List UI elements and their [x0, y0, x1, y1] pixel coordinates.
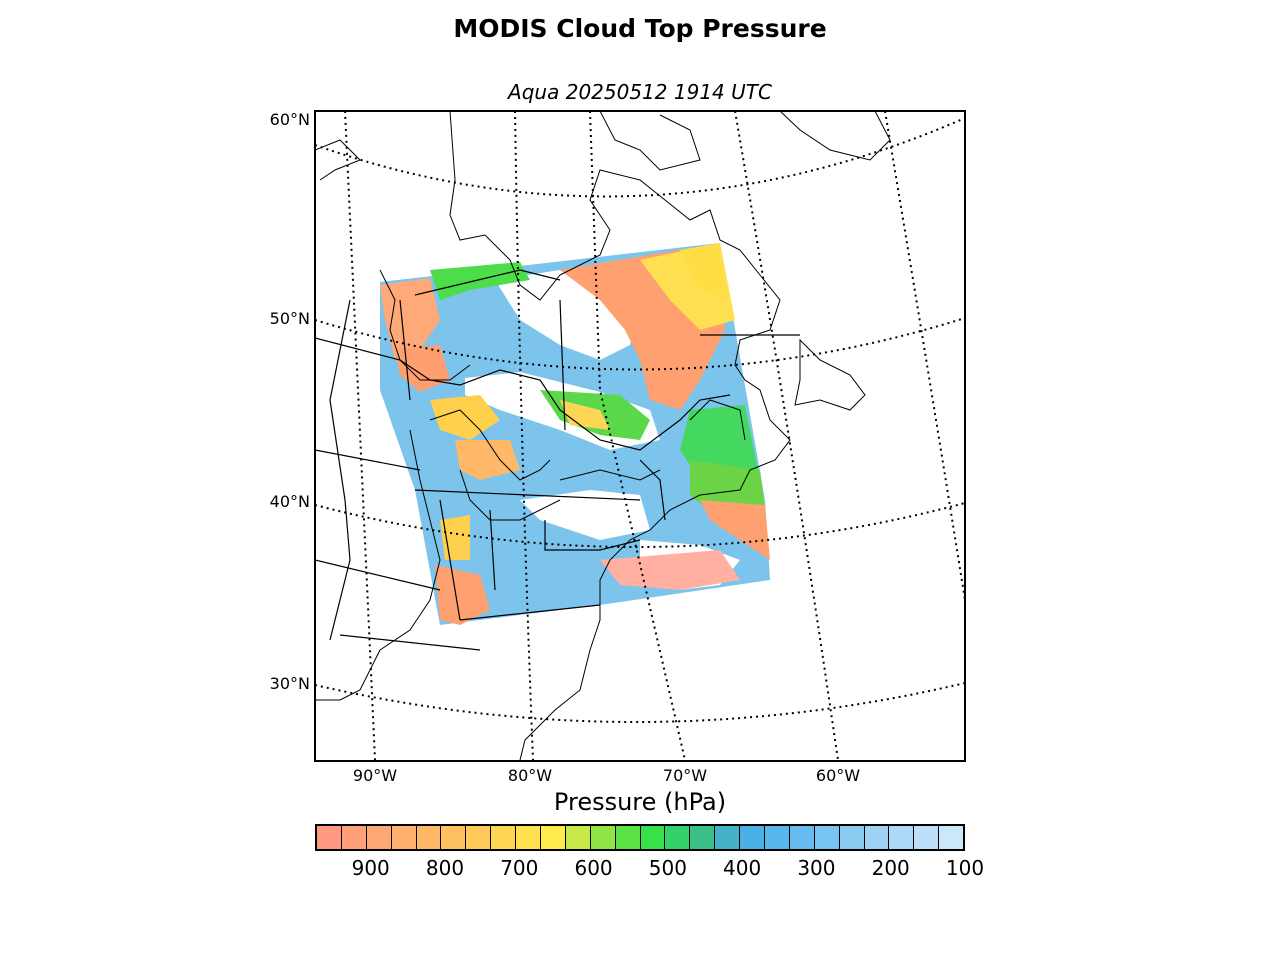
colorbar-segment	[491, 826, 517, 849]
chart-title: MODIS Cloud Top Pressure	[453, 14, 827, 43]
chart-subtitle: Aqua 20250512 1914 UTC	[508, 80, 772, 104]
colorbar-segment	[765, 826, 790, 849]
lon-label-80w: 80°W	[507, 766, 553, 785]
lat-label-50: 50°N	[269, 309, 310, 328]
cloud-pressure-swath	[380, 243, 770, 625]
colorbar-segment	[317, 826, 342, 849]
colorbar-segment	[416, 826, 442, 849]
colorbar-segment	[914, 826, 940, 849]
colorbar-segment	[864, 826, 890, 849]
colorbar-segment	[541, 826, 566, 849]
colorbar-segment	[740, 826, 766, 849]
colorbar-segment	[441, 826, 467, 849]
colorbar-tick-label: 700	[500, 856, 539, 880]
lat-label-60: 60°N	[269, 110, 310, 129]
colorbar-segment	[640, 826, 666, 849]
colorbar-tick-label: 600	[574, 856, 613, 880]
colorbar-title: Pressure (hPa)	[553, 788, 727, 816]
colorbar-segment	[466, 826, 492, 849]
colorbar-segment	[516, 826, 542, 849]
lat-label-30: 30°N	[269, 674, 310, 693]
colorbar-segment	[939, 826, 964, 849]
colorbar-segment	[565, 826, 591, 849]
colorbar-tick-label: 300	[797, 856, 836, 880]
colorbar-tick-label: 900	[351, 856, 390, 880]
lon-label-70w: 70°W	[662, 766, 708, 785]
colorbar-segment	[839, 826, 865, 849]
colorbar-segment	[665, 826, 691, 849]
political-borders	[315, 269, 800, 651]
colorbar	[315, 824, 965, 851]
colorbar-segment	[889, 826, 915, 849]
colorbar-tick-label: 800	[425, 856, 465, 880]
colorbar-segment	[366, 826, 392, 849]
lat-label-40: 40°N	[269, 492, 310, 511]
map-frame	[314, 110, 966, 762]
colorbar-segment	[789, 826, 815, 849]
graticule	[315, 111, 965, 761]
colorbar-segment	[391, 826, 417, 849]
colorbar-segment	[341, 826, 367, 849]
colorbar-segment	[814, 826, 840, 849]
colorbar-segment	[615, 826, 641, 849]
colorbar-tick-label: 100	[945, 856, 985, 880]
coastlines	[315, 111, 891, 761]
lon-label-60w: 60°W	[815, 766, 861, 785]
colorbar-segment	[715, 826, 741, 849]
colorbar-tick-label: 200	[871, 856, 910, 880]
lon-label-90w: 90°W	[352, 766, 398, 785]
colorbar-segment	[690, 826, 716, 849]
colorbar-segment	[590, 826, 616, 849]
colorbar-tick-label: 400	[723, 856, 762, 880]
colorbar-tick-label: 500	[648, 856, 687, 880]
